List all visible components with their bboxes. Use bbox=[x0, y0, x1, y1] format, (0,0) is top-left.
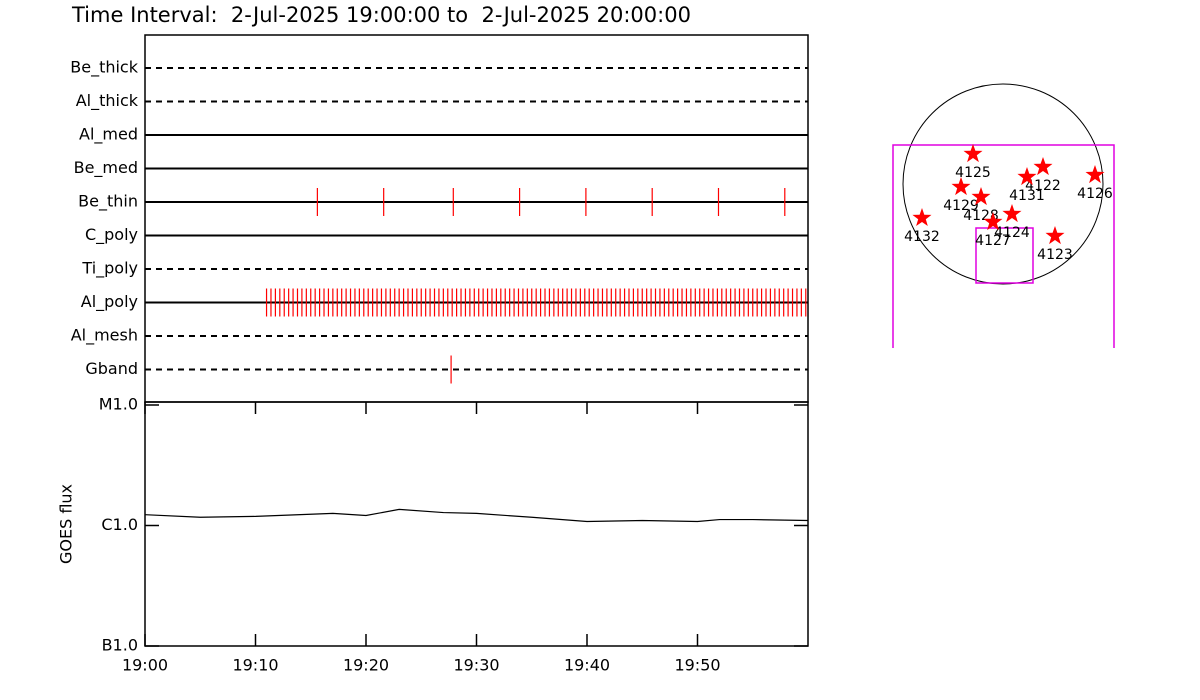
x-tick-label: 19:40 bbox=[564, 656, 610, 675]
x-tick-label: 19:00 bbox=[122, 656, 168, 675]
region-star bbox=[1085, 165, 1105, 184]
region-label: 4123 bbox=[1037, 247, 1073, 263]
region-star bbox=[1033, 157, 1053, 176]
row-label: Be_med bbox=[74, 158, 138, 178]
region-label: 4131 bbox=[1009, 188, 1045, 204]
y-tick-label: B1.0 bbox=[102, 636, 138, 655]
fov-large bbox=[892, 144, 1115, 348]
row-label: Al_med bbox=[79, 125, 138, 145]
region-label: 4125 bbox=[955, 165, 991, 181]
solar-disk bbox=[902, 83, 1104, 285]
goes-curve bbox=[144, 508, 809, 523]
row-label: C_poly bbox=[85, 225, 138, 245]
row-label: Al_mesh bbox=[71, 326, 138, 346]
row-label: Be_thin bbox=[78, 192, 138, 212]
region-label: 4124 bbox=[994, 225, 1030, 241]
fov-small bbox=[975, 227, 1034, 284]
y-tick-label: M1.0 bbox=[99, 395, 138, 414]
region-star bbox=[912, 208, 932, 226]
region-label: 4129 bbox=[943, 198, 979, 214]
region-label: 4132 bbox=[904, 229, 940, 245]
row-label: Be_thick bbox=[70, 58, 138, 78]
region-star bbox=[963, 144, 983, 163]
region-star bbox=[1045, 226, 1065, 245]
x-tick-label: 19:30 bbox=[453, 656, 499, 675]
region-star bbox=[1017, 167, 1037, 186]
region-star bbox=[1002, 204, 1022, 223]
row-label: Al_thick bbox=[76, 91, 139, 111]
y-axis-label: GOES flux bbox=[57, 484, 76, 564]
region-star bbox=[951, 177, 971, 196]
region-star bbox=[983, 212, 1003, 231]
region-star bbox=[971, 187, 991, 206]
row-label: Ti_poly bbox=[81, 259, 138, 279]
goes-frame bbox=[144, 401, 809, 647]
x-tick-label: 19:10 bbox=[232, 656, 278, 675]
region-label: 4127 bbox=[975, 233, 1011, 249]
region-label: 4122 bbox=[1025, 178, 1061, 194]
row-label: Al_poly bbox=[81, 292, 138, 312]
y-tick-label: C1.0 bbox=[101, 515, 138, 534]
title: Time Interval: 2-Jul-2025 19:00:00 to 2-… bbox=[71, 3, 691, 27]
x-tick-label: 19:20 bbox=[343, 656, 389, 675]
region-label: 4126 bbox=[1077, 186, 1113, 202]
row-label: Gband bbox=[85, 359, 138, 378]
timeline-frame bbox=[144, 34, 809, 403]
x-tick-label: 19:50 bbox=[674, 656, 720, 675]
